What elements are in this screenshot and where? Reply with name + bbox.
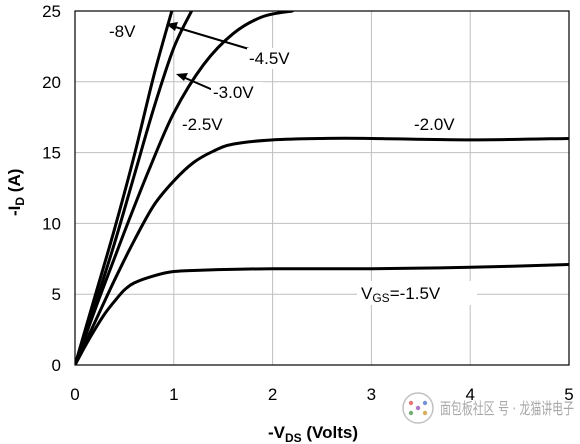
y-tick-label-4: 20 bbox=[42, 73, 61, 92]
y-tick-label-3: 15 bbox=[42, 144, 61, 163]
label-2-0v: -2.0V bbox=[414, 115, 455, 134]
y-axis-title: -ID (A) bbox=[5, 169, 27, 216]
series-line-8V bbox=[75, 11, 174, 365]
curve-labels: -8V -4.5V -3.0V -2.5V -2.0V VGS=-1.5V bbox=[106, 21, 477, 305]
watermark-text: 面包板社区 号 · 龙猫讲电子 bbox=[440, 399, 574, 418]
series-line-2-5V bbox=[75, 136, 569, 365]
x-tick-label-3: 3 bbox=[367, 385, 376, 404]
x-tick-label-5: 5 bbox=[564, 385, 573, 404]
x-tick-label-2: 2 bbox=[268, 385, 277, 404]
y-tick-label-0: 0 bbox=[52, 356, 61, 375]
plot-frame bbox=[74, 10, 570, 366]
x-axis-title: -VDS (Volts) bbox=[268, 423, 358, 444]
label-vgs-1-5v: VGS=-1.5V bbox=[361, 284, 441, 305]
label-4-5v: -4.5V bbox=[249, 49, 290, 68]
y-tick-label-5: 25 bbox=[42, 2, 61, 21]
x-tick-label-1: 1 bbox=[169, 385, 178, 404]
label-3-0v: -3.0V bbox=[213, 83, 254, 102]
series-line-4-5V bbox=[75, 11, 194, 365]
arrow-4-5v bbox=[171, 25, 250, 50]
annotation-arrows bbox=[166, 22, 250, 91]
label-bg-3-0v bbox=[211, 82, 263, 103]
x-tick-label-0: 0 bbox=[70, 385, 79, 404]
y-tick-label-1: 5 bbox=[52, 285, 61, 304]
x-tick-label-4: 4 bbox=[465, 385, 474, 404]
watermark: 面包板社区 号 · 龙猫讲电子 bbox=[402, 392, 574, 424]
tick-labels: 0 1 2 3 4 5 0 5 10 15 20 25 bbox=[42, 2, 574, 404]
label-2-5v: -2.5V bbox=[182, 115, 223, 134]
arrowhead-4-5v bbox=[166, 22, 178, 31]
arrow-3-0v bbox=[182, 76, 214, 91]
watermark-logo-icon bbox=[402, 392, 434, 424]
label-bg-vgs bbox=[357, 281, 477, 305]
series-line-3-0V bbox=[75, 11, 294, 365]
curve-layer bbox=[75, 11, 569, 365]
label-bg-4-5v bbox=[247, 48, 297, 69]
grid-lines bbox=[75, 11, 569, 365]
series-line-1-5V bbox=[75, 262, 569, 365]
arrowhead-3-0v bbox=[176, 73, 188, 81]
y-tick-label-2: 10 bbox=[42, 214, 61, 233]
label-8v: -8V bbox=[109, 22, 136, 41]
label-bg-2-0v bbox=[410, 114, 468, 135]
label-bg-8v bbox=[106, 21, 146, 42]
